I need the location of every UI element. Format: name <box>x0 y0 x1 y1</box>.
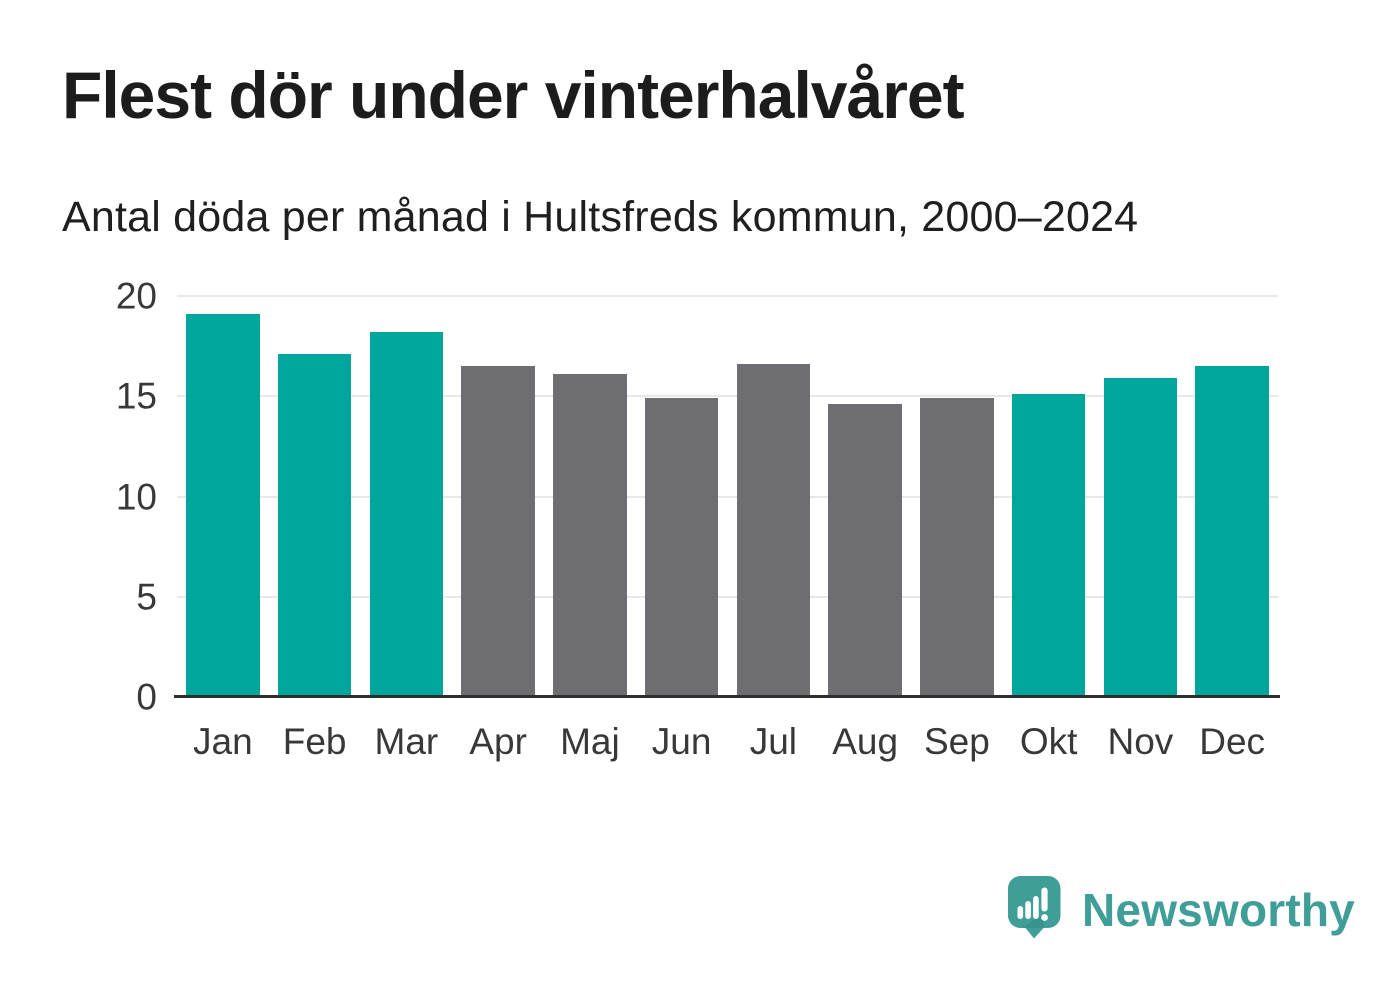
x-tick-label-jun: Jun <box>651 721 712 762</box>
chart-subtitle: Antal döda per månad i Hultsfreds kommun… <box>62 193 1139 241</box>
bar-jun <box>644 398 719 697</box>
x-tick-label-apr: Apr <box>469 721 527 762</box>
bar-dec <box>1195 366 1269 697</box>
gridline-10 <box>177 495 1278 498</box>
x-tick-label-mar: Mar <box>374 721 439 762</box>
bar-jan <box>186 314 260 697</box>
plot-area <box>174 295 1280 698</box>
bar-mar <box>369 332 444 697</box>
newsworthy-branding: Newsworthy <box>1008 876 1355 939</box>
x-tick-label-feb: Feb <box>282 721 347 762</box>
x-tick-label-jan: Jan <box>193 721 253 762</box>
gridline-5 <box>177 595 1278 598</box>
x-tick-label-maj: Maj <box>560 721 620 762</box>
y-tick-label-20: 20 <box>115 275 157 317</box>
bar-feb <box>277 354 352 697</box>
bar-nov <box>1103 378 1178 697</box>
bar-maj <box>553 374 627 697</box>
bar-jul <box>736 364 811 697</box>
gridline-20 <box>177 295 1278 297</box>
y-tick-label-10: 10 <box>115 476 157 517</box>
gridline-15 <box>177 395 1278 398</box>
bar-aug <box>828 404 902 697</box>
bar-okt <box>1011 394 1086 697</box>
y-tick-label-0: 0 <box>136 676 157 718</box>
newsworthy-logo-icon <box>1008 876 1061 939</box>
x-tick-label-nov: Nov <box>1107 721 1174 762</box>
x-tick-label-sep: Sep <box>923 721 990 762</box>
newsworthy-logo-text: Newsworthy <box>1082 884 1355 936</box>
x-tick-label-aug: Aug <box>832 721 899 762</box>
y-axis: 0 5 10 15 20 <box>40 278 157 716</box>
chart-title: Flest dör under vinterhalvåret <box>62 58 965 132</box>
y-tick-label-15: 15 <box>115 375 157 417</box>
x-axis-baseline <box>174 695 1280 698</box>
y-tick-label-5: 5 <box>136 576 157 618</box>
x-tick-label-jul: Jul <box>749 721 798 762</box>
x-axis: Jan Feb Mar Apr Maj Jun Jul Aug Sep Okt Nov Dec <box>177 721 1278 770</box>
x-tick-label-okt: Okt <box>1019 721 1078 762</box>
x-tick-label-dec: Dec <box>1199 721 1266 762</box>
bar-sep <box>920 398 994 697</box>
bar-apr <box>461 366 535 697</box>
